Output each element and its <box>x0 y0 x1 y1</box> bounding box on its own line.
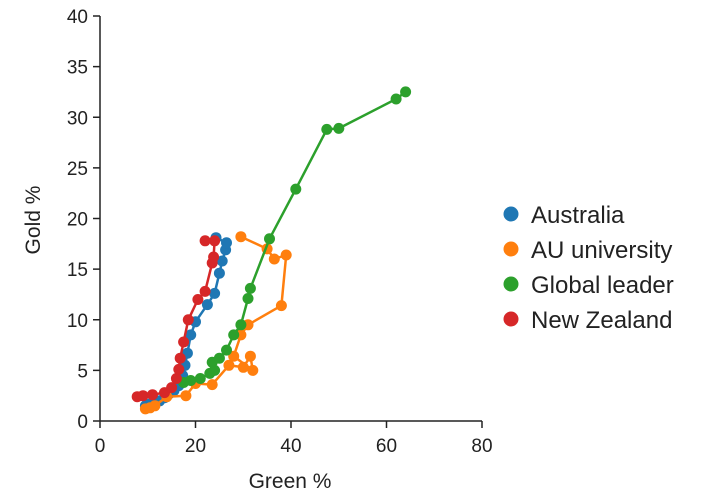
data-point-new-zealand <box>192 294 204 305</box>
y-tick-label: 35 <box>67 58 88 79</box>
y-tick-label: 15 <box>67 260 88 281</box>
data-point-new-zealand <box>174 352 186 364</box>
legend: Australia AU university Global leader New Z… <box>503 202 674 334</box>
data-point-australia <box>221 237 232 249</box>
data-point-au-university <box>247 364 259 376</box>
data-point-global-leader <box>221 344 232 356</box>
legend-marker <box>503 241 519 257</box>
data-point-au-university <box>235 231 247 243</box>
legend-item-global-leader: Global leader <box>503 272 674 299</box>
x-tick-label: 80 <box>471 436 492 457</box>
data-point-au-university <box>228 350 240 362</box>
data-point-australia <box>216 255 228 267</box>
data-point-global-leader <box>390 93 402 105</box>
legend-marker <box>503 311 519 327</box>
data-point-new-zealand <box>173 363 185 375</box>
data-point-australia <box>185 329 197 341</box>
data-point-au-university <box>244 350 256 362</box>
data-point-au-university <box>280 249 292 261</box>
y-axis-label: Gold % <box>22 186 45 255</box>
data-point-global-leader <box>228 329 240 341</box>
data-point-global-leader <box>244 282 256 294</box>
data-point-australia <box>209 287 221 299</box>
legend-item-au-university: AU university <box>503 237 672 264</box>
y-tick-label: 0 <box>77 412 88 433</box>
data-point-au-university <box>180 390 192 402</box>
y-tick-label: 10 <box>67 311 88 332</box>
data-point-new-zealand <box>209 235 221 247</box>
data-point-new-zealand <box>208 251 220 263</box>
data-point-global-leader <box>194 373 206 384</box>
data-point-new-zealand <box>199 285 211 297</box>
data-point-global-leader <box>242 293 254 304</box>
x-tick-label: 60 <box>376 436 397 457</box>
legend-marker <box>503 276 519 292</box>
x-tick-label: 0 <box>95 436 106 457</box>
data-point-new-zealand <box>182 314 194 326</box>
data-point-au-university <box>268 253 280 265</box>
y-tick-label: 40 <box>67 7 88 28</box>
data-point-au-university <box>223 359 235 371</box>
data-point-new-zealand <box>147 389 158 401</box>
data-point-global-leader <box>321 123 333 135</box>
data-point-australia <box>201 299 213 311</box>
data-point-global-leader <box>400 86 412 98</box>
data-point-new-zealand <box>170 373 182 384</box>
y-tick-label: 20 <box>67 210 88 231</box>
x-axis-label: Green % <box>249 470 332 493</box>
data-point-new-zealand <box>166 382 178 394</box>
data-point-new-zealand <box>178 336 190 348</box>
legend-marker <box>503 206 519 222</box>
legend-label: New Zealand <box>531 307 672 334</box>
y-tick-label: 5 <box>77 361 88 382</box>
data-point-global-leader <box>185 375 197 386</box>
data-point-au-university <box>275 300 287 312</box>
legend-item-australia: Australia <box>503 202 625 229</box>
data-point-au-university <box>206 379 218 391</box>
y-tick-label: 30 <box>67 108 88 129</box>
series-global-leader <box>178 86 412 388</box>
series-new-zealand <box>131 235 221 403</box>
axes: 0 5 10 15 20 25 30 35 40 0 20 40 60 80 <box>67 7 493 457</box>
data-point-global-leader <box>264 233 275 245</box>
data-point-global-leader <box>213 352 225 364</box>
data-point-au-university <box>149 400 161 412</box>
x-tick-label: 20 <box>185 436 206 457</box>
data-point-new-zealand <box>199 235 211 247</box>
legend-label: Australia <box>531 202 625 229</box>
data-point-australia <box>213 267 225 279</box>
data-point-global-leader <box>235 319 247 331</box>
y-tick-label: 25 <box>67 159 88 180</box>
legend-label: AU university <box>531 237 672 264</box>
data-point-au-university <box>237 361 249 373</box>
data-point-global-leader <box>333 122 345 134</box>
legend-label: Global leader <box>531 272 674 299</box>
plot-area <box>131 86 412 415</box>
legend-item-new-zealand: New Zealand <box>503 307 672 334</box>
data-point-new-zealand <box>137 390 149 402</box>
x-tick-label: 40 <box>280 436 301 457</box>
data-point-global-leader <box>290 183 302 195</box>
